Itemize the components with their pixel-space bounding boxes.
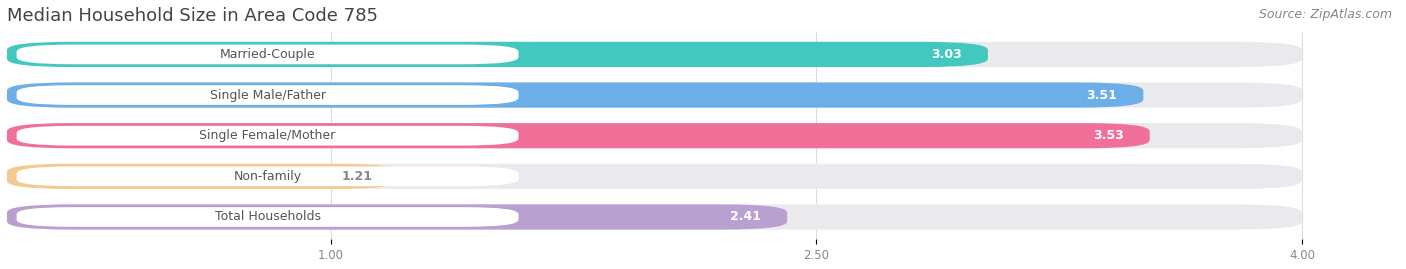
FancyBboxPatch shape xyxy=(17,45,519,64)
FancyBboxPatch shape xyxy=(7,42,988,67)
Text: Non-family: Non-family xyxy=(233,170,302,183)
FancyBboxPatch shape xyxy=(17,207,519,227)
FancyBboxPatch shape xyxy=(17,126,519,146)
FancyBboxPatch shape xyxy=(7,123,1302,148)
FancyBboxPatch shape xyxy=(7,42,1302,67)
Text: Single Female/Mother: Single Female/Mother xyxy=(200,129,336,142)
Text: 3.53: 3.53 xyxy=(1092,129,1123,142)
FancyBboxPatch shape xyxy=(7,204,1302,229)
FancyBboxPatch shape xyxy=(7,83,1302,108)
Text: Single Male/Father: Single Male/Father xyxy=(209,89,326,102)
FancyBboxPatch shape xyxy=(7,123,1150,148)
Text: Source: ZipAtlas.com: Source: ZipAtlas.com xyxy=(1258,8,1392,21)
FancyBboxPatch shape xyxy=(17,85,519,105)
Text: 2.41: 2.41 xyxy=(730,210,761,224)
Text: 3.03: 3.03 xyxy=(931,48,962,61)
Text: Married-Couple: Married-Couple xyxy=(219,48,315,61)
FancyBboxPatch shape xyxy=(17,167,519,186)
FancyBboxPatch shape xyxy=(7,204,787,229)
FancyBboxPatch shape xyxy=(7,164,1302,189)
FancyBboxPatch shape xyxy=(7,83,1143,108)
Text: 3.51: 3.51 xyxy=(1087,89,1118,102)
Text: 1.21: 1.21 xyxy=(342,170,373,183)
Text: Total Households: Total Households xyxy=(215,210,321,224)
Text: Median Household Size in Area Code 785: Median Household Size in Area Code 785 xyxy=(7,7,378,25)
FancyBboxPatch shape xyxy=(7,164,399,189)
